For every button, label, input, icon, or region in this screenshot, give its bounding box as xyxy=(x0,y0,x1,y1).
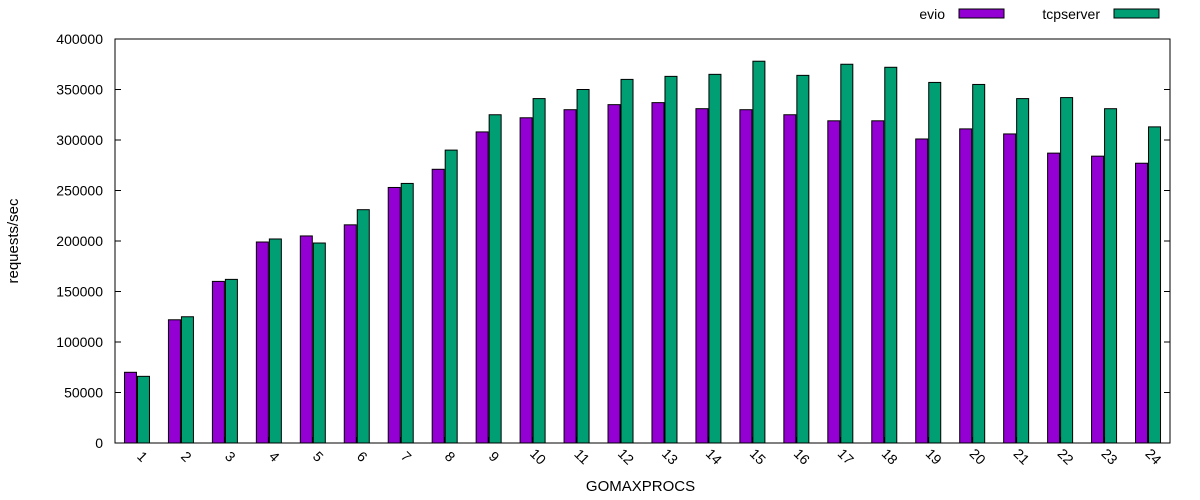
bar-tcpserver-15 xyxy=(752,60,766,444)
bar-evio-17 xyxy=(827,120,841,444)
bar-tcpserver-18 xyxy=(884,66,898,444)
x-tick-label: 19 xyxy=(923,445,945,467)
bar-tcpserver-8 xyxy=(444,149,458,444)
x-tick-label: 11 xyxy=(571,446,593,468)
bar-evio-2 xyxy=(167,319,181,444)
bar-evio-7 xyxy=(387,186,401,444)
x-tick-label: 21 xyxy=(1011,445,1033,467)
x-tick-label: 23 xyxy=(1098,445,1120,467)
x-tick-label: 7 xyxy=(398,448,415,465)
bars xyxy=(123,60,1162,444)
x-tick-label: 5 xyxy=(310,448,327,465)
bar-tcpserver-21 xyxy=(1016,98,1030,444)
x-tick-label: 24 xyxy=(1142,445,1164,467)
bar-tcpserver-11 xyxy=(576,89,590,444)
x-tick-label: 15 xyxy=(747,445,769,467)
bar-evio-3 xyxy=(211,280,225,444)
x-tick-label: 10 xyxy=(527,445,549,467)
bar-tcpserver-4 xyxy=(268,238,282,444)
bar-tcpserver-1 xyxy=(136,375,150,444)
bar-evio-8 xyxy=(431,168,445,444)
bar-evio-20 xyxy=(959,128,973,444)
bar-tcpserver-12 xyxy=(620,78,634,444)
plot-frame xyxy=(114,38,1171,444)
x-tick-label: 12 xyxy=(615,445,637,467)
x-tick-label: 1 xyxy=(134,448,151,465)
legend: evio tcpserver xyxy=(919,6,1160,22)
x-tick-label: 16 xyxy=(791,445,813,467)
x-tick-label: 2 xyxy=(178,448,195,465)
legend-label-tcpserver: tcpserver xyxy=(1042,6,1100,22)
bar-evio-5 xyxy=(299,235,313,444)
y-axis: 0 50000 100000 150000 200000 250000 300000 3500… xyxy=(56,31,1170,451)
bar-tcpserver-23 xyxy=(1104,108,1118,444)
x-tick-label: 9 xyxy=(486,448,503,465)
bar-tcpserver-20 xyxy=(972,83,986,444)
bar-tcpserver-10 xyxy=(532,98,546,444)
x-tick-label: 22 xyxy=(1054,445,1076,467)
x-axis-title: GOMAXPROCS xyxy=(586,478,695,495)
bar-tcpserver-14 xyxy=(708,73,722,444)
bar-evio-24 xyxy=(1135,162,1149,444)
y-tick-label: 350000 xyxy=(56,82,103,98)
bar-tcpserver-3 xyxy=(224,278,238,444)
bar-tcpserver-6 xyxy=(356,209,370,444)
x-tick-label: 3 xyxy=(222,448,239,465)
y-tick-label: 0 xyxy=(95,435,103,451)
bar-evio-23 xyxy=(1091,155,1105,444)
x-tick-label: 4 xyxy=(266,448,283,465)
y-tick-label: 100000 xyxy=(56,334,103,350)
bar-evio-21 xyxy=(1003,133,1017,444)
bar-evio-19 xyxy=(915,138,929,444)
x-tick-label: 8 xyxy=(442,448,459,465)
bar-evio-12 xyxy=(607,104,621,444)
bar-tcpserver-16 xyxy=(796,74,810,444)
y-tick-label: 250000 xyxy=(56,183,103,199)
legend-label-evio: evio xyxy=(919,6,945,22)
x-tick-label: 6 xyxy=(354,448,371,465)
bar-tcpserver-17 xyxy=(840,63,854,444)
bar-evio-14 xyxy=(695,108,709,444)
x-tick-label: 18 xyxy=(879,445,901,467)
bar-tcpserver-9 xyxy=(488,114,502,444)
bar-evio-16 xyxy=(783,114,797,444)
x-tick-label: 17 xyxy=(835,445,857,467)
bar-tcpserver-2 xyxy=(180,316,194,444)
x-tick-label: 14 xyxy=(703,445,725,467)
bar-evio-6 xyxy=(343,224,357,444)
bar-evio-4 xyxy=(255,241,269,444)
bar-evio-10 xyxy=(519,117,533,444)
bar-tcpserver-22 xyxy=(1060,97,1074,444)
y-axis-title: requests/sec xyxy=(5,198,22,284)
x-tick-label: 20 xyxy=(967,445,989,467)
legend-swatch-evio xyxy=(958,8,1005,19)
bar-evio-1 xyxy=(123,371,137,444)
bar-evio-18 xyxy=(871,120,885,444)
x-tick-label: 13 xyxy=(659,445,681,467)
y-tick-label: 200000 xyxy=(56,233,103,249)
bar-tcpserver-7 xyxy=(400,182,414,444)
bar-evio-11 xyxy=(563,109,577,444)
bar-evio-15 xyxy=(739,109,753,444)
y-tick-label: 150000 xyxy=(56,284,103,300)
y-tick-label: 300000 xyxy=(56,132,103,148)
bar-evio-13 xyxy=(651,102,665,444)
bar-tcpserver-24 xyxy=(1148,126,1162,444)
legend-swatch-tcpserver xyxy=(1113,8,1160,19)
bar-tcpserver-5 xyxy=(312,242,326,444)
bar-evio-9 xyxy=(475,131,489,444)
bar-tcpserver-19 xyxy=(928,81,942,444)
y-tick-label: 400000 xyxy=(56,31,103,47)
y-tick-label: 50000 xyxy=(64,385,103,401)
bar-evio-22 xyxy=(1047,152,1061,444)
bar-tcpserver-13 xyxy=(664,75,678,444)
